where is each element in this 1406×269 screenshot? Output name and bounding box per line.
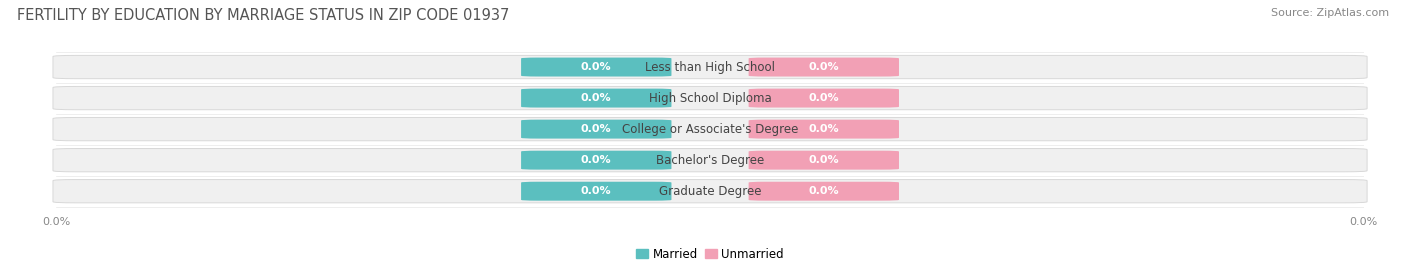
FancyBboxPatch shape bbox=[53, 86, 1367, 110]
FancyBboxPatch shape bbox=[748, 182, 898, 201]
Text: Bachelor's Degree: Bachelor's Degree bbox=[657, 154, 763, 167]
FancyBboxPatch shape bbox=[748, 120, 898, 139]
FancyBboxPatch shape bbox=[522, 151, 672, 170]
Text: High School Diploma: High School Diploma bbox=[648, 91, 772, 105]
Text: 0.0%: 0.0% bbox=[581, 124, 612, 134]
Text: Less than High School: Less than High School bbox=[645, 61, 775, 73]
FancyBboxPatch shape bbox=[522, 120, 672, 139]
FancyBboxPatch shape bbox=[748, 89, 898, 108]
Text: Graduate Degree: Graduate Degree bbox=[659, 185, 761, 198]
FancyBboxPatch shape bbox=[522, 89, 672, 108]
Text: FERTILITY BY EDUCATION BY MARRIAGE STATUS IN ZIP CODE 01937: FERTILITY BY EDUCATION BY MARRIAGE STATU… bbox=[17, 8, 509, 23]
FancyBboxPatch shape bbox=[522, 182, 672, 201]
Text: 0.0%: 0.0% bbox=[581, 62, 612, 72]
FancyBboxPatch shape bbox=[53, 180, 1367, 203]
Text: 0.0%: 0.0% bbox=[808, 186, 839, 196]
FancyBboxPatch shape bbox=[53, 55, 1367, 79]
Text: 0.0%: 0.0% bbox=[581, 155, 612, 165]
FancyBboxPatch shape bbox=[53, 118, 1367, 141]
Text: Source: ZipAtlas.com: Source: ZipAtlas.com bbox=[1271, 8, 1389, 18]
FancyBboxPatch shape bbox=[522, 58, 672, 76]
Text: 0.0%: 0.0% bbox=[581, 93, 612, 103]
Text: 0.0%: 0.0% bbox=[808, 155, 839, 165]
Legend: Married, Unmarried: Married, Unmarried bbox=[631, 243, 789, 265]
FancyBboxPatch shape bbox=[748, 151, 898, 170]
FancyBboxPatch shape bbox=[748, 58, 898, 76]
Text: 0.0%: 0.0% bbox=[581, 186, 612, 196]
FancyBboxPatch shape bbox=[53, 148, 1367, 172]
Text: 0.0%: 0.0% bbox=[808, 93, 839, 103]
Text: 0.0%: 0.0% bbox=[808, 124, 839, 134]
Text: 0.0%: 0.0% bbox=[808, 62, 839, 72]
Text: College or Associate's Degree: College or Associate's Degree bbox=[621, 123, 799, 136]
